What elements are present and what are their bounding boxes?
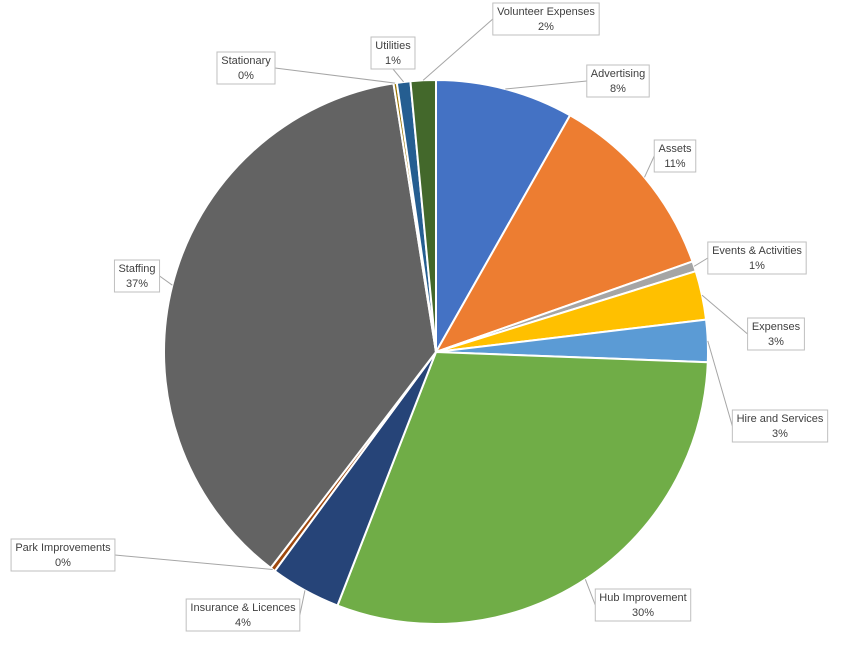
category-label: Expenses	[752, 321, 801, 333]
leader-line	[114, 554, 273, 571]
data-label: Expenses 3%	[747, 317, 805, 351]
category-label: Hire and Services	[737, 413, 824, 425]
label-box	[747, 317, 805, 351]
leader-line	[274, 67, 396, 84]
value-label: 1%	[749, 260, 765, 272]
value-label: 0%	[238, 70, 254, 82]
leader-line	[707, 340, 733, 427]
value-label: 37%	[126, 278, 148, 290]
label-box	[216, 51, 276, 85]
label-box	[185, 598, 301, 632]
label-box	[492, 2, 600, 36]
data-label: Hub Improvement 30%	[594, 588, 692, 622]
leader-line	[505, 80, 587, 90]
leader-line	[159, 275, 173, 286]
slices	[163, 78, 709, 625]
labels: Advertising 8% Assets 11% Events & Activitie…	[10, 2, 829, 632]
category-label: Staffing	[118, 263, 155, 275]
category-label: Stationary	[221, 55, 271, 67]
category-label: Park Improvements	[15, 542, 111, 554]
label-box	[594, 588, 692, 622]
category-label: Events & Activities	[712, 245, 802, 257]
value-label: 3%	[772, 428, 788, 440]
label-box	[10, 538, 116, 572]
category-label: Assets	[658, 143, 692, 155]
pie-slice	[435, 78, 572, 356]
data-label: Volunteer Expenses 2%	[492, 2, 600, 36]
pie-slice	[163, 82, 438, 570]
leader-line	[392, 68, 404, 83]
category-label: Advertising	[591, 68, 645, 80]
data-label: Utilities 1%	[370, 36, 416, 70]
category-label: Utilities	[375, 40, 411, 52]
leader-line	[693, 257, 709, 267]
label-box	[707, 241, 807, 275]
data-label: Staffing 37%	[113, 259, 161, 293]
leader-line	[701, 294, 748, 335]
value-label: 4%	[235, 617, 251, 629]
category-label: Volunteer Expenses	[497, 6, 595, 18]
data-label: Stationary 0%	[216, 51, 276, 85]
value-label: 8%	[610, 83, 626, 95]
leaders	[114, 18, 748, 616]
data-label: Assets 11%	[653, 139, 697, 173]
value-label: 1%	[385, 55, 401, 67]
label-box	[653, 139, 697, 173]
leader-line	[299, 590, 306, 616]
label-box	[370, 36, 416, 70]
leader-line	[584, 579, 596, 606]
label-box	[731, 409, 829, 443]
label-box	[586, 64, 650, 98]
leader-line	[644, 155, 655, 178]
value-label: 3%	[768, 336, 784, 348]
value-label: 2%	[538, 21, 554, 33]
leader-line	[422, 18, 494, 81]
data-label: Park Improvements 0%	[10, 538, 116, 572]
data-label: Events & Activities 1%	[707, 241, 807, 275]
category-label: Hub Improvement	[599, 592, 686, 604]
label-box	[113, 259, 161, 293]
pie-slice	[433, 113, 694, 354]
data-label: Insurance & Licences 4%	[185, 598, 301, 632]
value-label: 30%	[632, 607, 654, 619]
data-label: Hire and Services 3%	[731, 409, 829, 443]
category-label: Insurance & Licences	[190, 602, 296, 614]
value-label: 11%	[664, 158, 685, 170]
value-label: 0%	[55, 557, 71, 569]
data-label: Advertising 8%	[586, 64, 650, 98]
